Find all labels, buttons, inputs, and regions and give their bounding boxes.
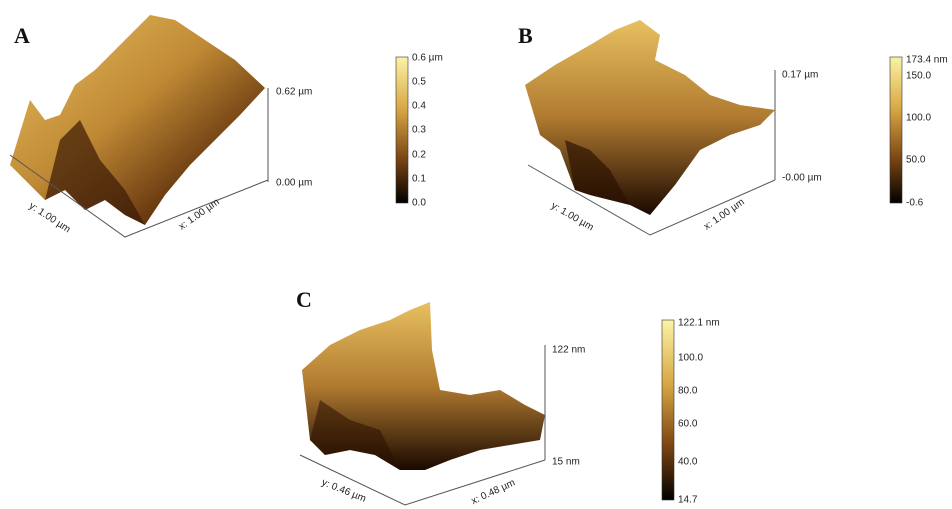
colorbar-tick: 100.0: [906, 113, 931, 124]
z-top: 0.62 µm: [276, 87, 312, 98]
colorbar-tick: 80.0: [678, 386, 698, 397]
colorbar-tick: 122.1 nm: [678, 318, 720, 329]
colorbar-tick: 0.5: [412, 77, 426, 88]
colorbar-tick: 14.7: [678, 495, 698, 506]
y-axis-label: y: 0.46 µm: [320, 477, 368, 505]
panel-label: B: [518, 23, 533, 48]
y-axis-label: y: 1.00 µm: [27, 201, 72, 236]
surface-dark: [565, 140, 630, 205]
panel-label: C: [296, 287, 312, 312]
axis: [527, 164, 776, 236]
colorbar: [661, 319, 675, 501]
colorbar-tick: -0.6: [906, 198, 924, 209]
z-top: 0.17 µm: [782, 70, 818, 81]
colorbar-tick: 100.0: [678, 353, 703, 364]
colorbar-tick: 0.4: [412, 101, 426, 112]
colorbar-tick: 0.0: [412, 198, 426, 209]
panel-c: C 122 nm 15 nm y: 0.46 µm x: 0.48 µm 122…: [296, 287, 720, 507]
panel-b: B 0.17 µm -0.00 µm y: 1.00 µm x: 1.00 µm…: [518, 20, 948, 236]
axis: [299, 454, 546, 506]
y-axis-label: y: 1.00 µm: [549, 200, 595, 233]
colorbar-tick: 0.6 µm: [412, 53, 443, 64]
axis: [9, 154, 269, 238]
colorbar-tick: 0.3: [412, 125, 426, 136]
z-bottom: 15 nm: [552, 457, 580, 468]
colorbar-tick: 150.0: [906, 71, 931, 82]
colorbar-tick: 0.2: [412, 150, 426, 161]
panel-label: A: [14, 23, 30, 48]
surface-dark: [310, 400, 400, 470]
colorbar-tick: 0.1: [412, 174, 426, 185]
z-bottom: 0.00 µm: [276, 178, 312, 189]
z-bottom: -0.00 µm: [782, 173, 822, 184]
colorbar: [889, 56, 903, 204]
surface-dark: [45, 120, 145, 225]
surface: [525, 20, 775, 215]
colorbar-tick: 40.0: [678, 457, 698, 468]
colorbar: [395, 56, 409, 204]
colorbar-tick: 173.4 nm: [906, 55, 948, 66]
panel-a: A 0.62 µm 0.00 µm y: 1.00 µm x: 1.00 µm …: [9, 15, 443, 238]
x-axis-label: x: 1.00 µm: [177, 197, 222, 233]
colorbar-tick: 60.0: [678, 419, 698, 430]
z-top: 122 nm: [552, 345, 585, 356]
colorbar-tick: 50.0: [906, 155, 926, 166]
